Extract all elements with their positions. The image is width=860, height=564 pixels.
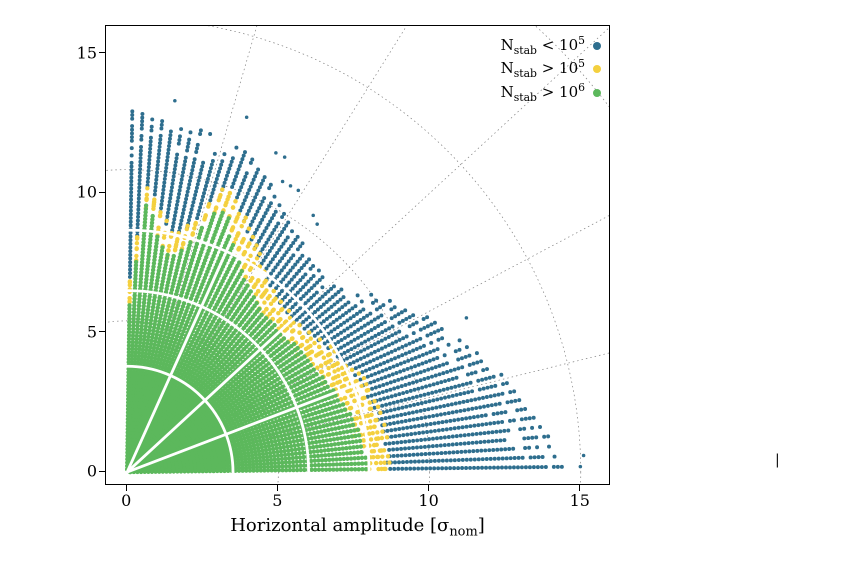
legend-marker [593, 89, 601, 97]
legend-marker [593, 42, 601, 50]
x-axis-label: Horizontal amplitude [σnom] [230, 515, 485, 540]
x-tick-label: 15 [570, 491, 590, 510]
legend: Nstab < 105Nstab > 105Nstab > 106 [501, 34, 601, 104]
stray-mark: | [775, 452, 780, 468]
legend-marker [593, 65, 601, 73]
legend-item: Nstab < 105 [501, 34, 601, 57]
y-tick-label: 0 [87, 462, 97, 481]
amplitude-scatter-chart: Nstab < 105Nstab > 105Nstab > 106 051015… [105, 25, 610, 485]
y-tick-label: 15 [77, 43, 97, 62]
y-tick-label: 5 [87, 322, 97, 341]
y-tick-label: 10 [77, 183, 97, 202]
plot-area: Nstab < 105Nstab > 105Nstab > 106 [105, 25, 610, 485]
legend-item: Nstab > 105 [501, 57, 601, 80]
x-tick-label: 5 [272, 491, 282, 510]
x-tick-label: 10 [418, 491, 438, 510]
x-tick-label: 0 [121, 491, 131, 510]
legend-item: Nstab > 106 [501, 81, 601, 104]
